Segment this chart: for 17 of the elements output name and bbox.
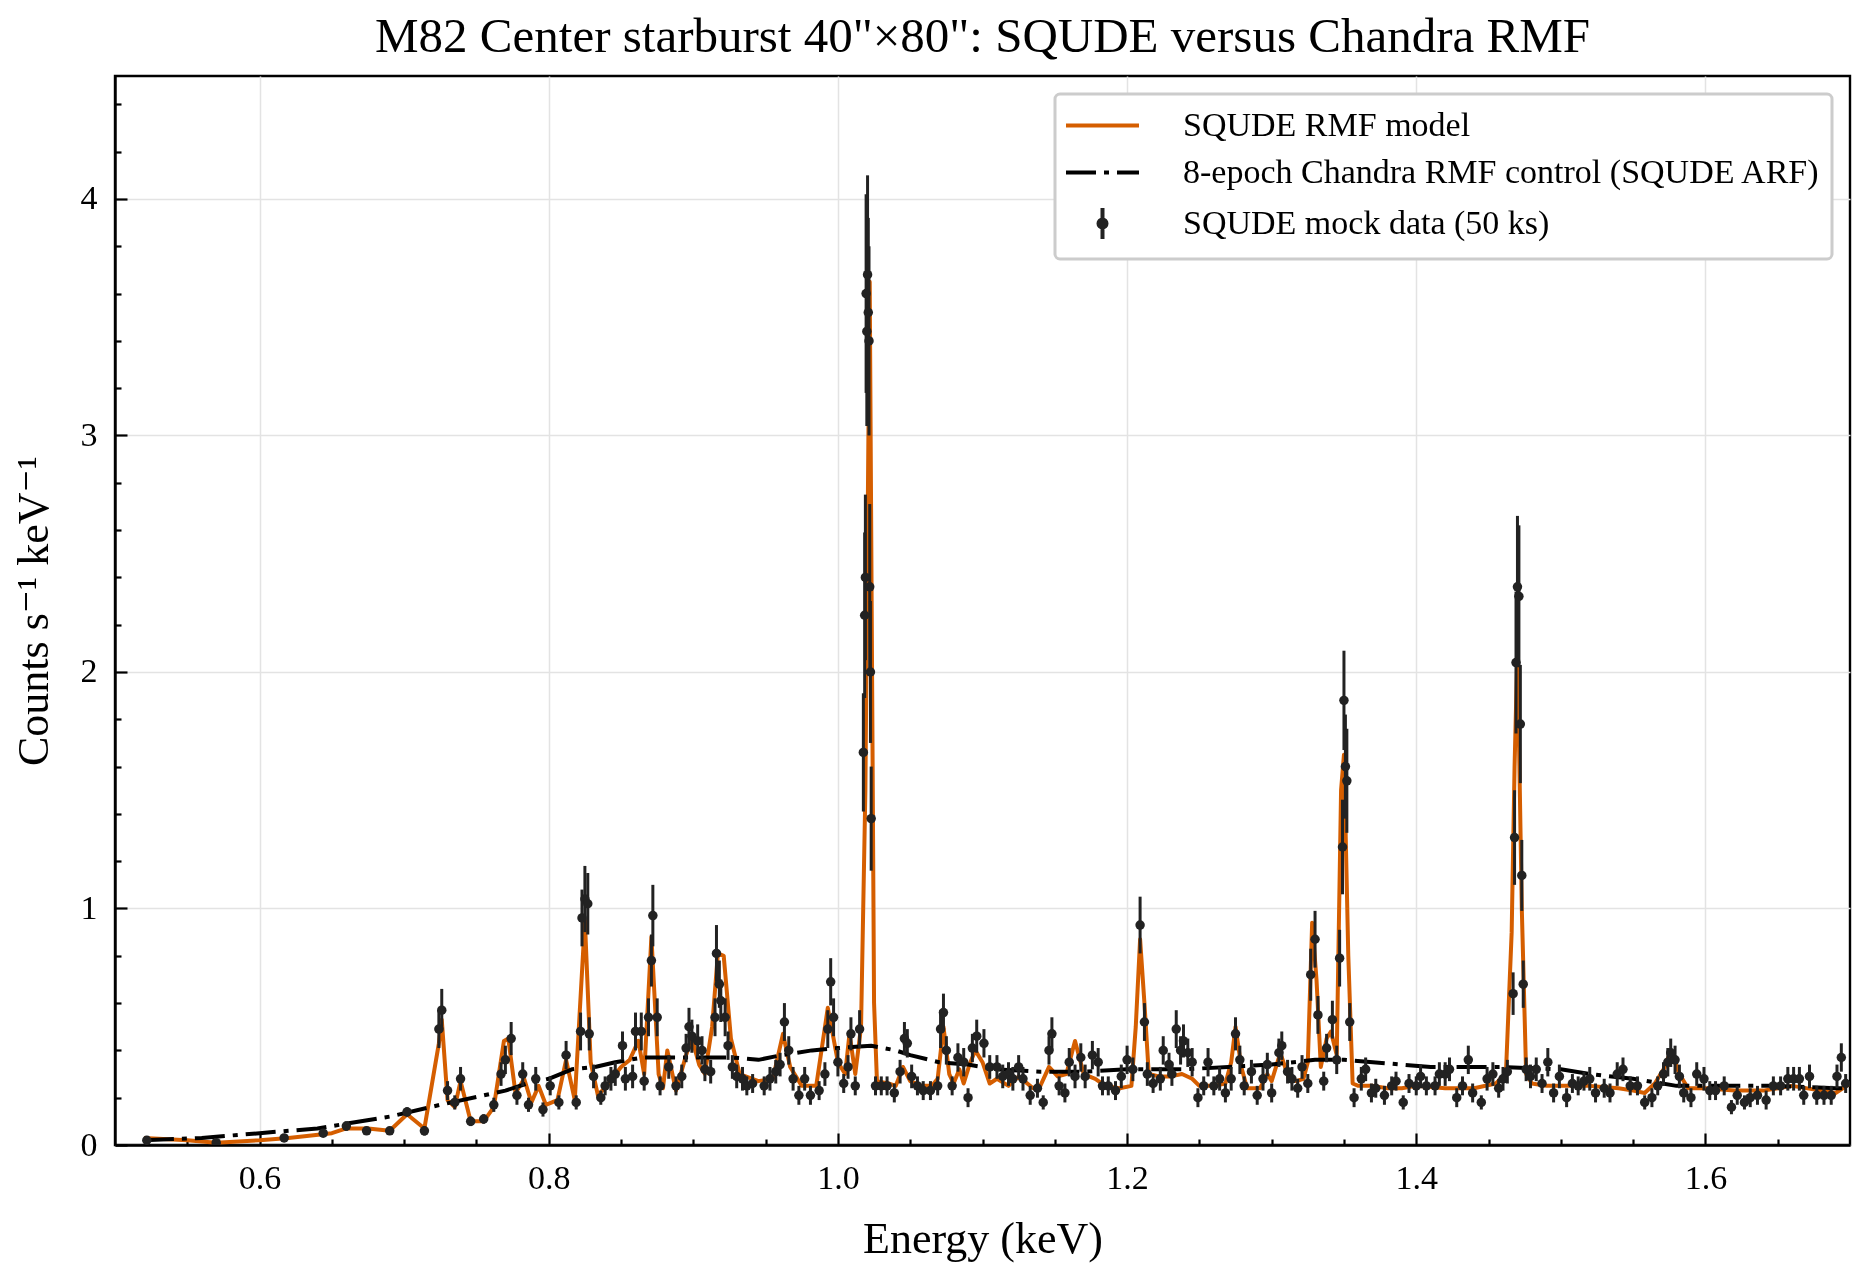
x-tick-label: 0.6 — [238, 1158, 282, 1196]
chart-title: M82 Center starburst 40"×80": SQUDE versus Chandra RMF — [375, 8, 1590, 63]
x-axis-title: Energy (keV) — [863, 1213, 1103, 1263]
x-tick-label: 1.2 — [1106, 1158, 1149, 1196]
legend-label: SQUDE RMF model — [1183, 105, 1471, 143]
y-tick-label: 1 — [80, 889, 98, 926]
legend-label: SQUDE mock data (50 ks) — [1183, 203, 1550, 242]
legend-label: 8-epoch Chandra RMF control (SQUDE ARF) — [1183, 152, 1819, 191]
x-tick-label: 1.0 — [817, 1158, 860, 1196]
y-tick-label: 0 — [80, 1125, 98, 1163]
y-tick-label: 4 — [80, 179, 98, 217]
x-tick-label: 0.8 — [528, 1158, 571, 1196]
y-tick-label: 2 — [80, 652, 98, 690]
y-tick-label: 3 — [80, 415, 98, 453]
y-axis-title: Counts s⁻¹ keV⁻¹ — [8, 456, 58, 766]
x-tick-label: 1.6 — [1684, 1158, 1728, 1196]
x-tick-label: 1.4 — [1395, 1158, 1438, 1196]
